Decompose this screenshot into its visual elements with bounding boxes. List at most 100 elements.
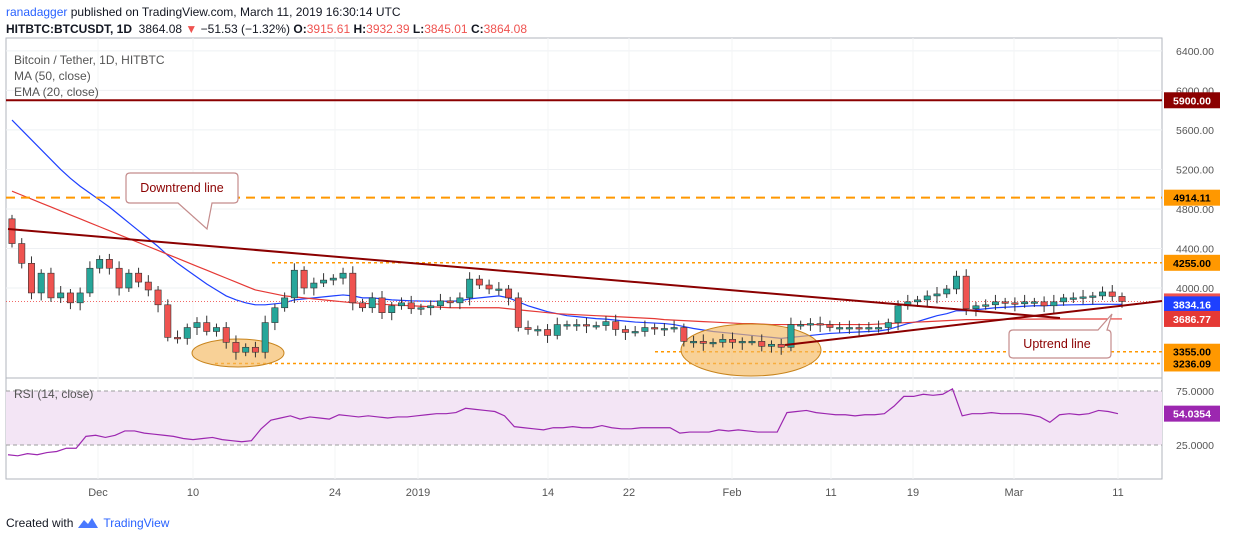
- candle-body: [719, 339, 727, 343]
- candle-body: [339, 272, 347, 279]
- price-tag-box: [1164, 92, 1220, 109]
- candle-body: [407, 302, 415, 310]
- rsi-tag-box: [1164, 405, 1220, 422]
- time-tick-label: Mar: [1005, 487, 1024, 499]
- close-label: C:: [470, 22, 484, 36]
- price-tag-label: 4914.11: [1173, 193, 1211, 205]
- candle-body: [806, 323, 814, 326]
- candle-body: [748, 341, 756, 344]
- candle-body: [1099, 291, 1106, 297]
- candle-body: [884, 322, 892, 328]
- time-tick-label: Dec: [88, 487, 108, 499]
- candle-body: [261, 322, 269, 353]
- candle-body: [768, 344, 775, 347]
- uptrend-callout: Uptrend line: [1008, 313, 1113, 359]
- candle-body: [154, 289, 162, 306]
- candle-body: [174, 337, 181, 340]
- candle-body: [115, 267, 123, 289]
- candle-body: [164, 304, 172, 338]
- candle-body: [505, 288, 513, 299]
- candle-body: [66, 292, 74, 304]
- rsi-axis-labels: 75.0000 25.0000 54.0354: [1164, 386, 1220, 452]
- time-tick-label: 11: [825, 487, 836, 499]
- candle-body: [222, 327, 230, 343]
- candle-body: [466, 278, 474, 299]
- candle-body: [388, 305, 396, 313]
- low-label: L:: [412, 22, 425, 36]
- candle-body: [57, 292, 65, 299]
- author-link[interactable]: ranadagger: [6, 5, 68, 19]
- price-tick-label: 4000.00: [1176, 283, 1214, 295]
- publish-info: ranadagger published on TradingView.com,…: [6, 5, 401, 19]
- price-tick-label: 4800.00: [1176, 204, 1214, 216]
- uptrend-label: Uptrend line: [1023, 337, 1090, 351]
- candle-body: [320, 279, 328, 284]
- candle-body: [602, 321, 610, 326]
- price-tag-box: [1164, 189, 1220, 206]
- candle-body: [738, 341, 746, 344]
- candle-body: [144, 281, 152, 291]
- candle-body: [699, 341, 707, 344]
- published-text: published on TradingView.com, March 11, …: [70, 5, 401, 19]
- candle-body: [1108, 291, 1116, 297]
- candle-body: [1089, 295, 1097, 298]
- price-tick-label: 6400.00: [1176, 46, 1214, 58]
- ema20-path: [11, 119, 1123, 339]
- candle-body: [875, 327, 883, 330]
- candle-body: [943, 288, 951, 295]
- candle-body: [855, 327, 863, 330]
- price-tag-label: 4255.00: [1173, 258, 1211, 270]
- candle-body: [86, 267, 94, 294]
- candle-body: [1060, 297, 1068, 303]
- price-tick-label: 4400.00: [1176, 243, 1214, 255]
- candle-body: [359, 302, 366, 309]
- ema20-line: [11, 119, 1123, 339]
- candle-body: [8, 218, 16, 244]
- price-tag-label: 3834.16: [1173, 299, 1211, 311]
- support-zone-ellipse-2: [680, 323, 822, 377]
- candle-body: [914, 299, 921, 303]
- rsi-path: [7, 387, 1119, 457]
- candle-body: [281, 297, 289, 309]
- price-tag-box: [1164, 355, 1220, 372]
- time-tick-label: 19: [907, 487, 919, 499]
- candle-body: [680, 327, 688, 342]
- candle-body: [583, 324, 590, 327]
- candle-body: [183, 327, 191, 339]
- time-tick-label: 11: [1112, 487, 1123, 499]
- candle-body: [18, 243, 26, 264]
- time-tick-label: 10: [187, 487, 199, 499]
- candle-body: [514, 297, 522, 328]
- candle-body: [329, 277, 337, 281]
- candle-body: [729, 339, 736, 343]
- candle-body: [300, 269, 308, 289]
- candle-body: [982, 304, 990, 307]
- tradingview-link[interactable]: TradingView: [103, 516, 170, 530]
- candle-body: [310, 282, 318, 289]
- candle-body: [1040, 301, 1048, 307]
- candle-body: [475, 278, 483, 286]
- time-tick-label: 14: [542, 487, 554, 499]
- legend-title: Bitcoin / Tether, 1D, HITBTC: [14, 53, 165, 67]
- candle-body: [612, 321, 620, 330]
- support-zone-ellipse-1: [191, 338, 285, 368]
- time-tick-label: Feb: [723, 487, 742, 499]
- candle-body: [1021, 301, 1029, 305]
- price-tag-box: [1164, 296, 1220, 313]
- time-tick-label: 22: [623, 487, 635, 499]
- candle-body: [553, 324, 561, 336]
- rsi-tick-label: 75.0000: [1176, 386, 1214, 398]
- candle-body: [96, 259, 104, 269]
- candle-body: [37, 272, 45, 294]
- candle-body: [758, 341, 766, 347]
- candle-body: [232, 342, 240, 353]
- candles: [8, 214, 1126, 360]
- candle-body: [1069, 297, 1077, 300]
- candle-body: [777, 344, 785, 348]
- created-with-text: Created with: [6, 516, 74, 530]
- candle-body: [573, 324, 581, 327]
- candle-body: [787, 324, 795, 348]
- ohlc-bar: HITBTC:BTCUSDT, 1D 3864.08 ▼ −51.53 (−1.…: [6, 22, 527, 36]
- high-value: 3932.39: [366, 22, 410, 36]
